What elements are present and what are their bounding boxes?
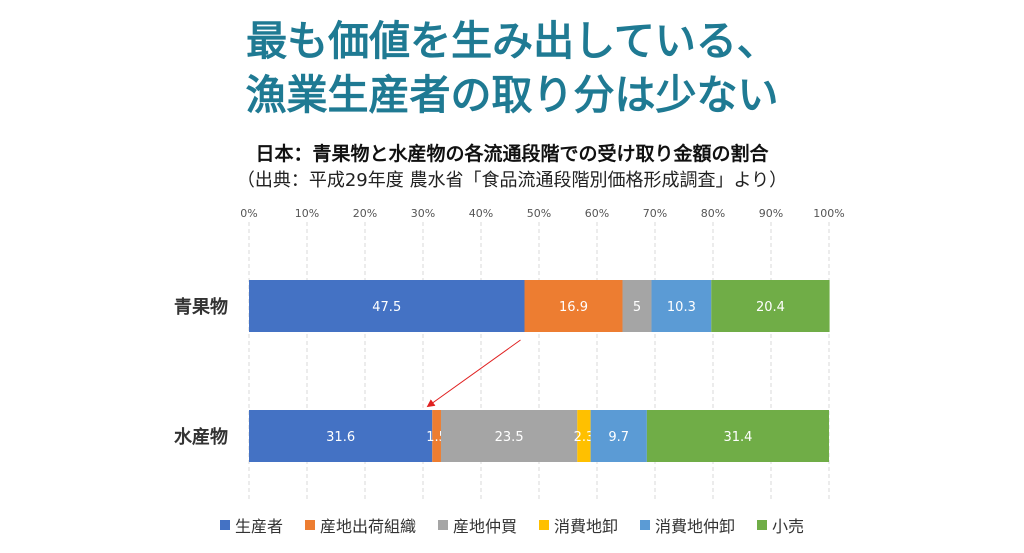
- legend-label: 小売: [772, 517, 805, 536]
- x-tick-label: 70%: [643, 207, 667, 220]
- legend-item: 生産者: [219, 513, 283, 537]
- legend-label: 消費地卸: [554, 517, 619, 536]
- data-label: 23.5: [495, 430, 524, 445]
- data-label: 31.6: [326, 430, 355, 445]
- bar-segment: [577, 410, 591, 462]
- headline-line-2: 漁業生産者の取り分は少ない: [245, 71, 779, 119]
- data-label: 2.3: [574, 430, 595, 445]
- bar-segment: [249, 410, 433, 462]
- bar-segment: [590, 410, 647, 462]
- data-label: 47.5: [372, 300, 401, 315]
- legend-item: 小売: [757, 513, 804, 537]
- chart-legend: 生産者 産地出荷組織 産地仲買 消費地卸 消費地仲卸 小売: [0, 513, 1024, 537]
- bar-segment: [524, 280, 623, 332]
- chart-source: （出典：平成29年度 農水省「食品流通段階別価格形成調査」より）: [236, 170, 788, 191]
- x-tick-label: 20%: [353, 207, 377, 220]
- data-label: 10.3: [667, 300, 696, 315]
- legend-swatch: [640, 520, 651, 530]
- legend-item: 産地出荷組織: [304, 513, 416, 537]
- chart-title: 日本：青果物と水産物の各流通段階での受け取り金額の割合: [255, 143, 769, 165]
- legend-swatch: [757, 520, 768, 530]
- bar-segment: [711, 280, 830, 332]
- legend-label: 生産者: [234, 517, 283, 536]
- bar-segment: [432, 410, 441, 462]
- x-tick-label: 0%: [240, 207, 257, 220]
- legend-item: 消費地卸: [539, 513, 618, 537]
- legend-swatch: [304, 520, 315, 530]
- bar-segment: [440, 410, 578, 462]
- data-label: 5: [633, 300, 641, 315]
- bar-segment: [651, 280, 712, 332]
- legend-swatch: [437, 520, 448, 530]
- category-label: 水産物: [174, 426, 228, 448]
- x-tick-label: 10%: [295, 207, 319, 220]
- data-label: 16.9: [559, 300, 588, 315]
- x-tick-label: 30%: [411, 207, 435, 220]
- x-tick-label: 60%: [585, 207, 609, 220]
- bar-segment: [646, 410, 829, 462]
- annotation-arrow: [426, 339, 521, 408]
- legend-label: 産地仲買: [452, 517, 517, 536]
- x-tick-label: 90%: [759, 207, 783, 220]
- x-tick-label: 40%: [469, 207, 493, 220]
- legend-item: 産地仲買: [437, 513, 517, 537]
- bar-segment: [249, 280, 525, 332]
- legend-label: 消費地仲卸: [655, 517, 736, 536]
- legend-item: 消費地仲卸: [640, 513, 735, 537]
- data-label: 31.4: [723, 430, 752, 445]
- legend-swatch: [539, 520, 549, 530]
- legend-label: 産地出荷組織: [319, 517, 416, 536]
- category-label: 青果物: [174, 296, 228, 318]
- bar-segment: [622, 280, 652, 332]
- headline-line-1: 最も価値を生み出している、: [246, 17, 778, 65]
- x-tick-label: 80%: [701, 207, 725, 220]
- x-tick-label: 50%: [527, 207, 551, 220]
- x-tick-label: 100%: [813, 207, 844, 220]
- data-label: 9.7: [608, 430, 629, 445]
- legend-swatch: [219, 520, 230, 530]
- data-label: 20.4: [756, 300, 785, 315]
- headline: 最も価値を生み出している、 漁業生産者の取り分は少ない: [0, 14, 1024, 122]
